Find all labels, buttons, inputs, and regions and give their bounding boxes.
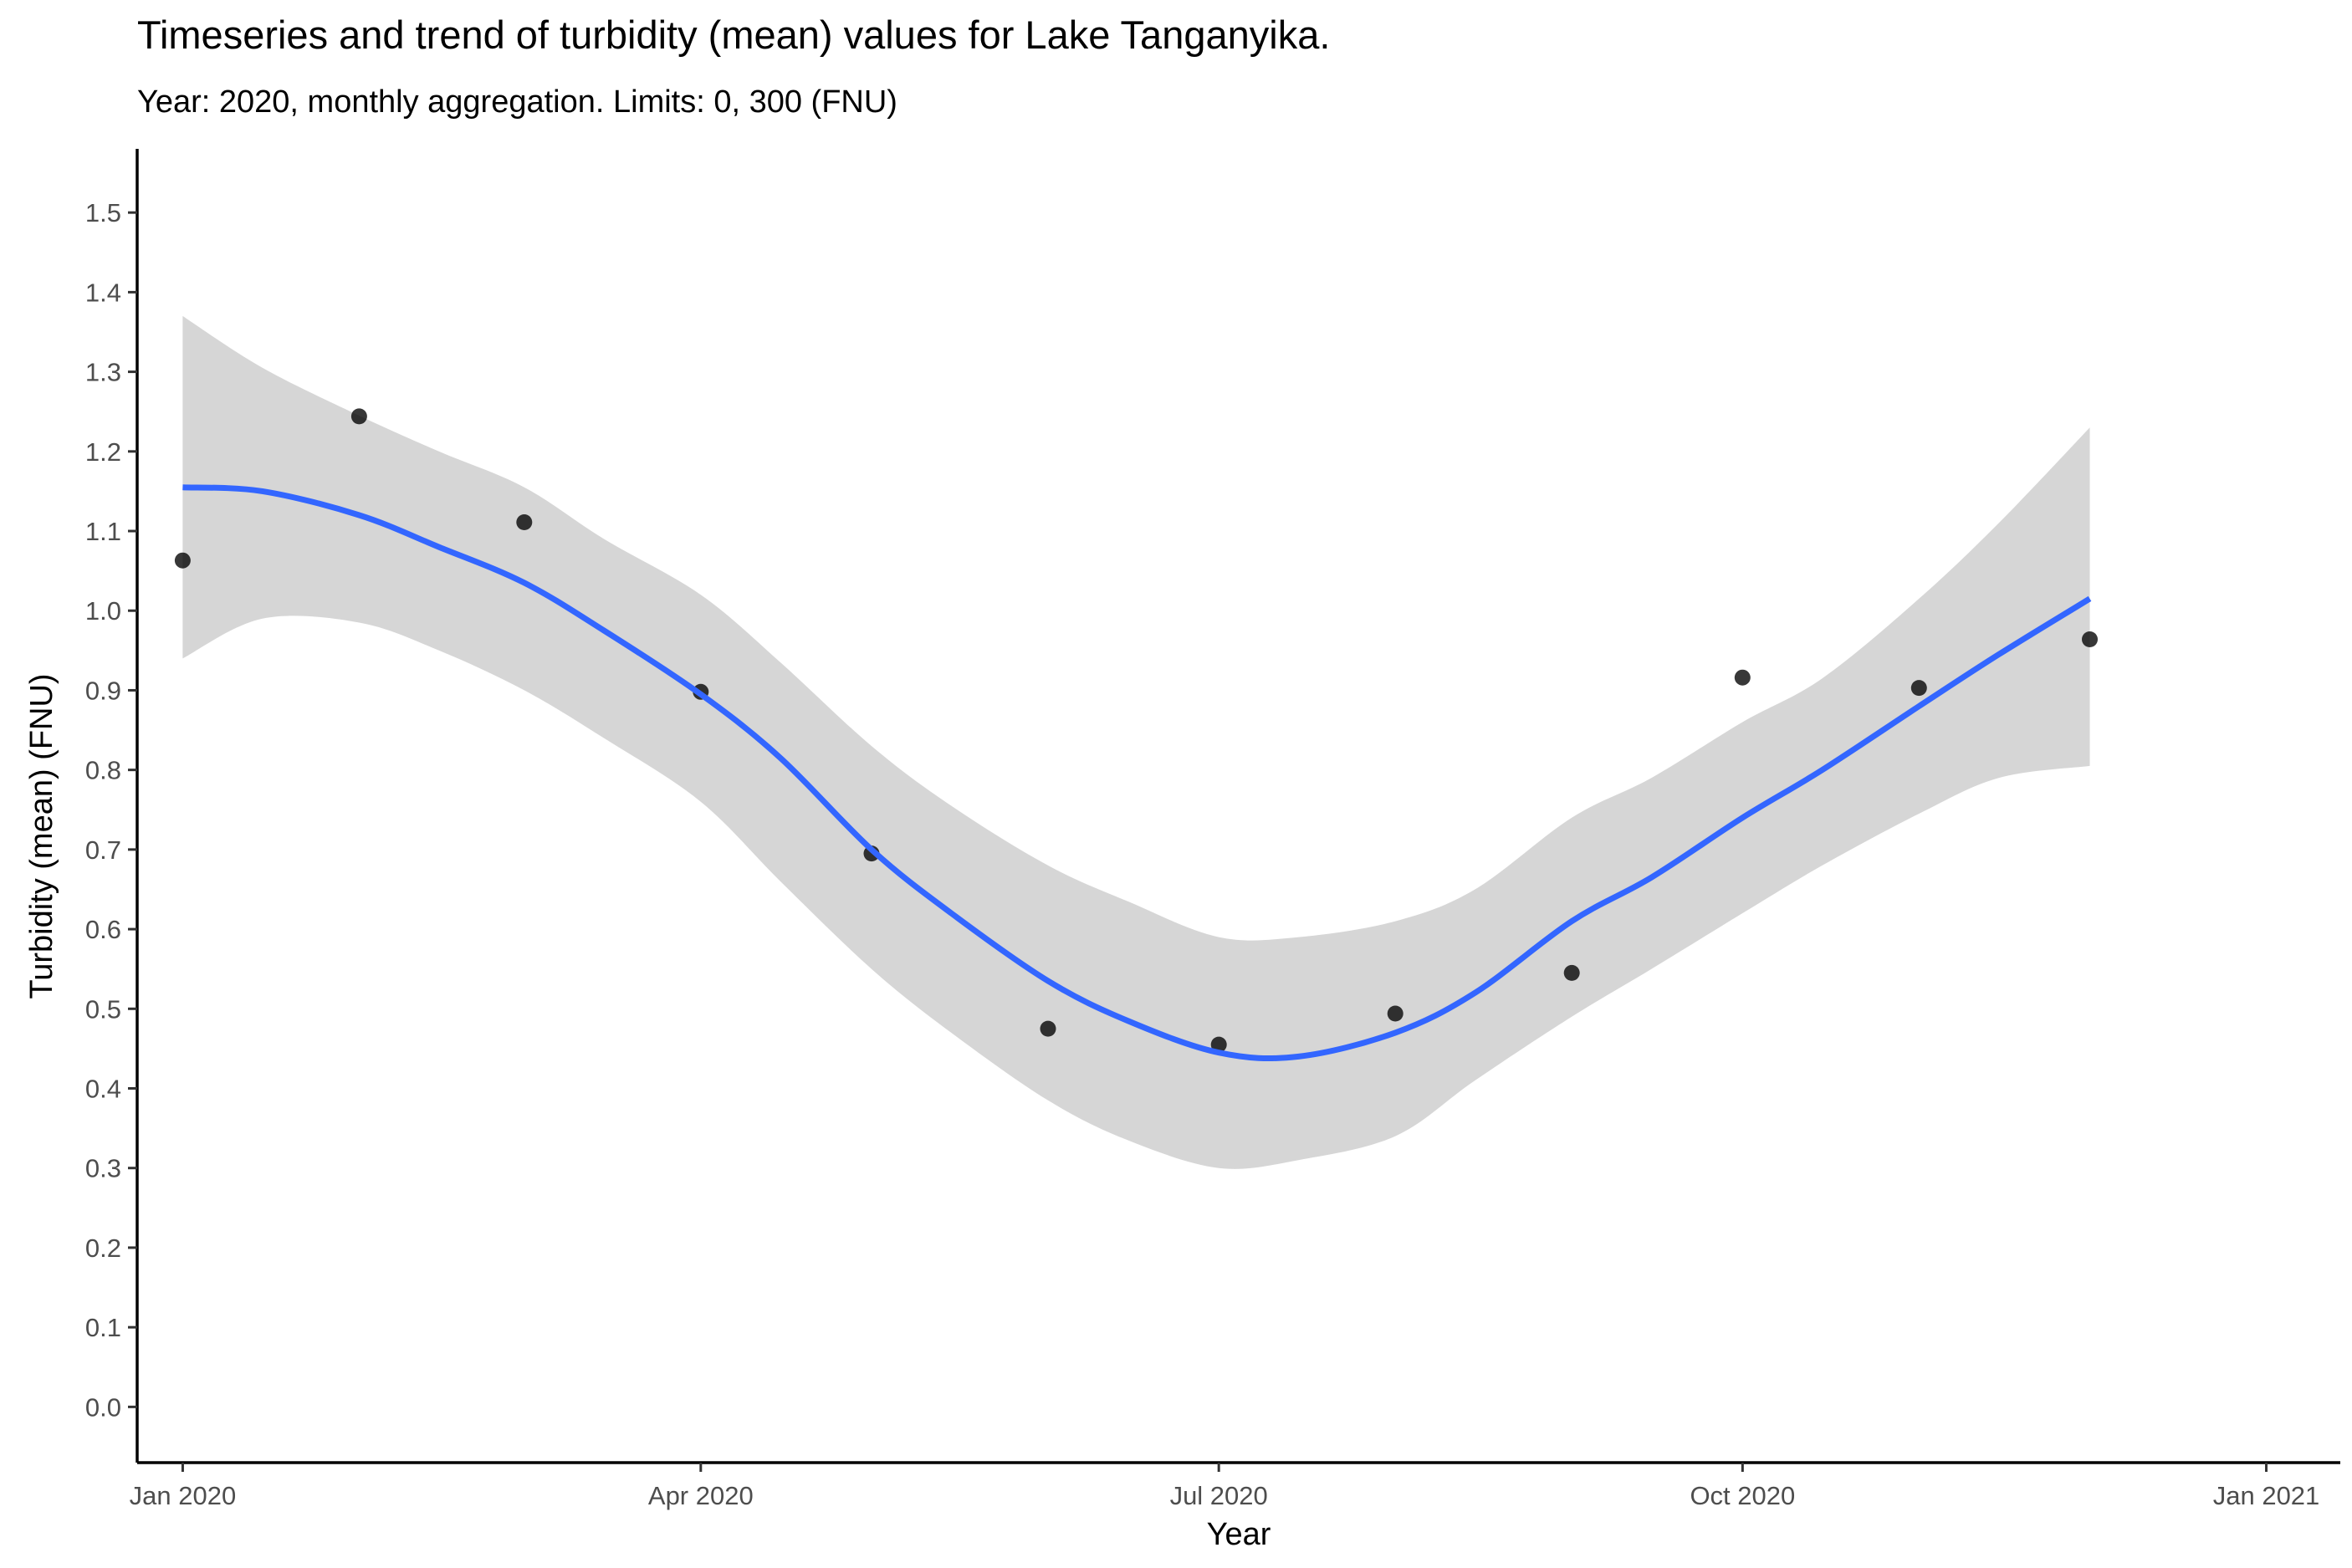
x-tick-label: Oct 2020 xyxy=(1690,1481,1795,1510)
data-point xyxy=(174,552,191,569)
trend-line xyxy=(182,484,2092,1062)
confidence-band xyxy=(182,315,2090,1169)
data-point xyxy=(350,408,367,425)
y-tick-label: 0.0 xyxy=(85,1392,121,1422)
y-tick-label: 0.1 xyxy=(85,1313,121,1342)
y-axis-title: Turbidity (mean) (FNU) xyxy=(24,673,59,999)
y-tick-label: 1.5 xyxy=(85,198,121,227)
y-tick-label: 1.1 xyxy=(85,517,121,546)
y-tick-label: 1.4 xyxy=(85,278,121,307)
y-tick-label: 1.2 xyxy=(85,437,121,467)
x-axis-ticks: Jan 2020 Apr 2020 Jul 2020 Oct 2020 Jan 2021 xyxy=(130,1463,2320,1510)
y-tick-label: 0.6 xyxy=(85,915,121,944)
x-tick-label: Apr 2020 xyxy=(648,1481,754,1510)
y-tick-label: 0.7 xyxy=(85,835,121,865)
y-tick-label: 0.5 xyxy=(85,994,121,1024)
y-tick-label: 1.0 xyxy=(85,596,121,626)
x-axis-title: Year xyxy=(1207,1517,1271,1552)
data-point xyxy=(516,514,533,530)
y-tick-label: 0.3 xyxy=(85,1154,121,1183)
y-tick-label: 0.4 xyxy=(85,1075,121,1104)
y-tick-label: 0.8 xyxy=(85,756,121,785)
chart-title: Timeseries and trend of turbidity (mean)… xyxy=(137,13,1330,57)
data-point xyxy=(1387,1005,1404,1022)
data-point xyxy=(2082,631,2098,647)
data-point xyxy=(1210,1036,1227,1053)
data-point xyxy=(1563,964,1580,981)
y-tick-label: 1.3 xyxy=(85,358,121,387)
x-tick-label: Jan 2021 xyxy=(2213,1481,2320,1510)
y-tick-label: 0.2 xyxy=(85,1233,121,1263)
x-tick-label: Jul 2020 xyxy=(1170,1481,1268,1510)
data-point xyxy=(1734,669,1751,686)
chart-subtitle: Year: 2020, monthly aggregation. Limits:… xyxy=(137,84,897,120)
y-axis-ticks: 0.0 0.1 0.2 0.3 0.4 0.5 0.6 0.7 0.8 0.9 1.0 1.1 1.2 1… xyxy=(85,198,137,1422)
y-tick-label: 0.9 xyxy=(85,676,121,705)
x-tick-label: Jan 2020 xyxy=(130,1481,237,1510)
data-point xyxy=(1910,680,1927,697)
data-point xyxy=(1040,1020,1056,1037)
